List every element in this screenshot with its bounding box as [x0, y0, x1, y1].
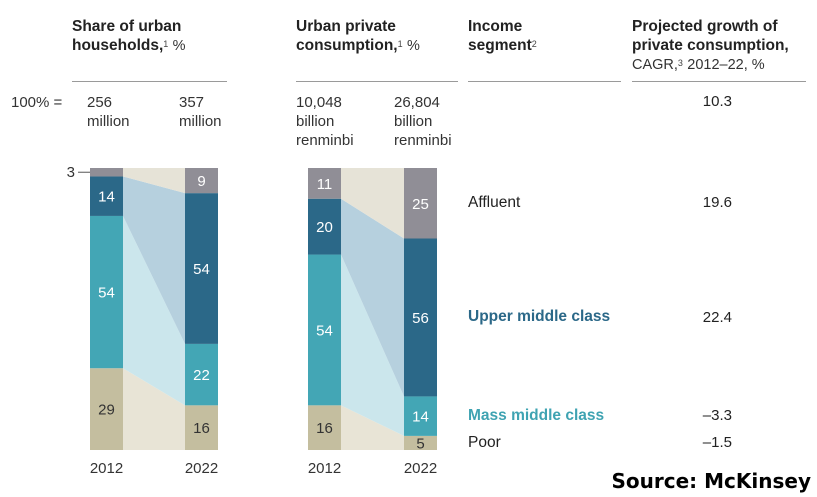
- households-label-2022-affluent: 9: [197, 173, 205, 190]
- households-bar-2022-upper-middle: [185, 193, 218, 344]
- consumption-label-2012-poor: 16: [316, 420, 333, 437]
- consumption-bar-2022-affluent: [404, 168, 437, 239]
- consumption-label-2022-upper-middle: 56: [412, 310, 429, 327]
- growth-value-mass-middle: –3.3: [702, 407, 732, 424]
- consumption-bar-2012-affluent: [308, 168, 341, 199]
- totals-label: 100% =: [11, 94, 63, 111]
- consumption-header-line2: consumption,: [296, 37, 398, 54]
- households-label-2022-mass-middle: 22: [193, 367, 210, 384]
- consumption-label-2012-upper-middle: 20: [316, 219, 333, 236]
- consumption-label-2012-mass-middle: 54: [316, 322, 333, 339]
- households-2012-total: 256 million: [87, 93, 130, 131]
- growth-header-line3b: 2012–22, %: [687, 57, 765, 73]
- households-category-label-2022: 2022: [185, 460, 218, 477]
- growth-footnote-ref: 3: [677, 58, 683, 68]
- households-bar-2022-affluent: [185, 168, 218, 194]
- consumption-2012-total-unit2: renminbi: [296, 132, 354, 149]
- consumption-connector-mass-middle: [341, 254, 404, 436]
- segment-label-affluent: Affluent: [468, 194, 521, 211]
- consumption-category-label-2022: 2022: [404, 460, 437, 477]
- consumption-label-2012-affluent: 11: [317, 176, 333, 193]
- segment-header-line2: segment: [468, 37, 532, 54]
- consumption-category-label-2012: 2012: [308, 460, 341, 477]
- consumption-bar-2012-upper-middle: [308, 198, 341, 255]
- consumption-bar-2022-poor: [404, 435, 437, 450]
- households-label-2012-mass-middle: 54: [98, 285, 115, 302]
- segment-header-line1: Income: [468, 18, 523, 35]
- segment-label-mass-middle: Mass middle class: [468, 407, 605, 424]
- consumption-header-rule: [296, 81, 458, 82]
- consumption-label-2022-affluent: 25: [412, 196, 429, 213]
- consumption-bar-2012-poor: [308, 405, 341, 450]
- segment-footnote-ref: 2: [531, 39, 537, 49]
- segment-header-rule: [468, 81, 621, 82]
- households-label-2012-poor: 29: [98, 402, 115, 419]
- households-2022-total-value: 357: [179, 94, 205, 111]
- households-unit: %: [172, 38, 186, 54]
- consumption-label-2022-poor: 5: [416, 435, 424, 452]
- growth-header-line3a: CAGR,: [632, 57, 678, 73]
- households-2012-total-unit: million: [87, 113, 130, 130]
- households-bar-2012-mass-middle: [90, 215, 123, 369]
- consumption-2012-total-value: 10,048: [296, 94, 342, 111]
- households-label-2012-upper-middle: 14: [98, 189, 115, 206]
- households-bar-2022-mass-middle: [185, 343, 218, 406]
- source-credit: Source: McKinsey: [611, 469, 811, 493]
- growth-value-poor: –1.5: [702, 434, 732, 451]
- households-connector-affluent: [123, 168, 185, 194]
- consumption-label-2022-mass-middle: 14: [412, 409, 429, 426]
- consumption-2022-total-unit1: billion: [394, 113, 433, 130]
- households-header-rule: [72, 81, 227, 82]
- segment-label-poor: Poor: [468, 434, 501, 451]
- growth-header-line1: Projected growth of: [632, 18, 778, 35]
- households-bar-2022-poor: [185, 405, 218, 450]
- households-header: Share of urban households,1 %: [72, 17, 186, 56]
- growth-header-line2: private consumption,: [632, 37, 789, 54]
- households-connector-poor: [123, 368, 185, 450]
- households-bar-2012-affluent: [90, 168, 123, 177]
- households-2022-total: 357 million: [179, 93, 222, 131]
- households-2022-total-unit: million: [179, 113, 222, 130]
- households-connector-mass-middle: [123, 215, 185, 406]
- consumption-footnote-ref: 1: [397, 39, 403, 49]
- consumption-header-line1: Urban private: [296, 18, 396, 35]
- growth-header-rule: [632, 81, 806, 82]
- households-bar-2012-upper-middle: [90, 176, 123, 216]
- growth-value-upper-middle: 22.4: [702, 309, 732, 326]
- households-label-2012-affluent: 3: [67, 164, 75, 181]
- consumption-connector-upper-middle: [341, 198, 404, 397]
- households-footnote-ref: 1: [163, 39, 169, 49]
- consumption-unit: %: [406, 38, 420, 54]
- growth-total-value: 10.3: [702, 93, 732, 110]
- households-label-2022-upper-middle: 54: [193, 261, 210, 278]
- consumption-bar-2022-mass-middle: [404, 396, 437, 436]
- households-2012-total-value: 256: [87, 94, 113, 111]
- households-label-2022-poor: 16: [193, 420, 210, 437]
- consumption-2022-total-unit2: renminbi: [394, 132, 452, 149]
- segment-header: Income segment2: [468, 17, 537, 55]
- consumption-connector-affluent: [341, 168, 404, 239]
- consumption-bar-2012-mass-middle: [308, 254, 341, 406]
- growth-header: Projected growth of private consumption,…: [632, 17, 789, 75]
- consumption-2022-total-value: 26,804: [394, 94, 440, 111]
- households-header-line1: Share of urban: [72, 18, 182, 35]
- households-category-label-2012: 2012: [90, 460, 123, 477]
- households-bar-2012-poor: [90, 368, 123, 450]
- households-header-line2: households,: [72, 37, 164, 54]
- households-connector-upper-middle: [123, 176, 185, 344]
- consumption-connector-poor: [341, 405, 404, 450]
- consumption-bar-2022-upper-middle: [404, 238, 437, 397]
- segment-label-upper-middle: Upper middle class: [468, 308, 611, 325]
- consumption-header: Urban private consumption,1 %: [296, 17, 420, 56]
- consumption-2022-total: 26,804 billion renminbi: [394, 93, 452, 150]
- consumption-2012-total: 10,048 billion renminbi: [296, 93, 354, 150]
- growth-value-affluent: 19.6: [702, 194, 732, 211]
- consumption-2012-total-unit1: billion: [296, 113, 335, 130]
